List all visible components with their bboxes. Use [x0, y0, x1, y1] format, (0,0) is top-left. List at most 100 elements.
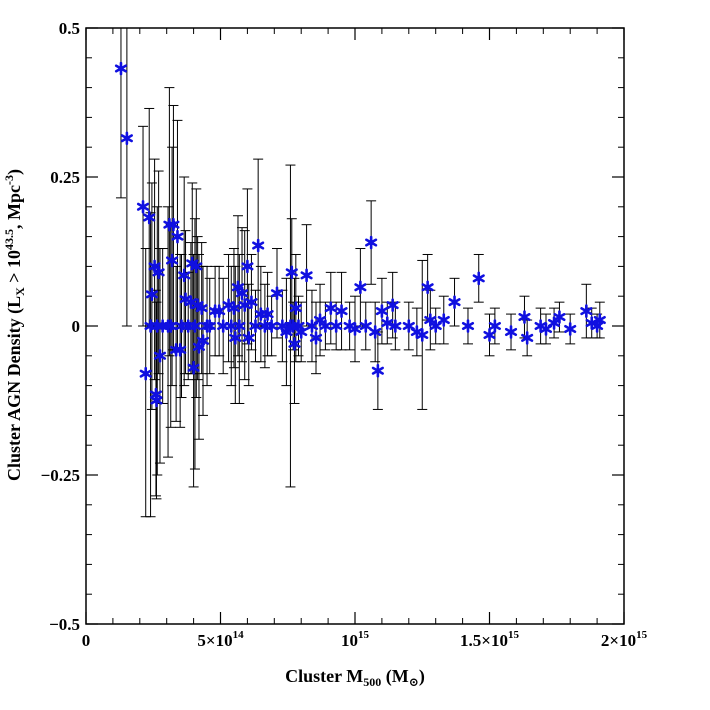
data-point-core: [392, 323, 398, 329]
data-point-core: [522, 314, 527, 320]
data-point-core: [508, 329, 514, 335]
data-point-core: [284, 329, 289, 335]
data-point-core: [169, 258, 175, 263]
plot-frame: [85, 27, 625, 625]
data-point-core: [583, 308, 589, 314]
x-tick-label: 1015: [341, 629, 370, 650]
data-point-core: [465, 323, 471, 329]
data-point-core: [357, 284, 363, 290]
data-point-core: [594, 323, 600, 329]
data-point-core: [427, 317, 433, 323]
data-point-core: [433, 323, 439, 329]
data-point-core: [216, 308, 222, 314]
data-point-core: [171, 222, 176, 228]
data-point-core: [156, 269, 162, 275]
data-point-core: [262, 323, 268, 329]
data-point-core: [298, 329, 304, 335]
data-point-core: [199, 305, 205, 311]
data-point-core: [175, 234, 180, 240]
data-point-core: [193, 264, 199, 269]
data-point-core: [177, 347, 183, 353]
data-point-core: [309, 323, 315, 329]
y-tick-label: −0.5: [49, 615, 80, 634]
data-point-core: [425, 284, 431, 290]
data-point-core: [258, 311, 264, 317]
data-point-core: [255, 243, 261, 248]
x-axis-title: Cluster M500 (M⊙): [285, 666, 425, 689]
data-point-core: [279, 323, 285, 329]
x-tick-label: 2×1015: [601, 629, 648, 650]
data-point-core: [379, 308, 385, 314]
data-point-core: [185, 323, 191, 329]
data-point-core: [191, 365, 197, 371]
data-point-core: [152, 264, 157, 269]
data-point-core: [239, 290, 245, 296]
data-point-core: [441, 317, 447, 323]
data-point-core: [551, 320, 557, 326]
data-point-core: [179, 323, 184, 329]
data-point-core: [292, 341, 297, 347]
data-point-core: [245, 264, 250, 269]
data-point-core: [236, 323, 242, 329]
data-point-core: [140, 204, 146, 210]
data-point-core: [363, 323, 369, 329]
data-point-core: [269, 323, 275, 329]
error-bar: [187, 182, 198, 375]
data-point-core: [289, 269, 295, 275]
y-tick-label: 0.25: [50, 168, 80, 187]
data-point-core: [293, 305, 299, 311]
data-point-core: [372, 329, 378, 335]
data-point-core: [597, 317, 603, 323]
data-point-core: [557, 314, 562, 320]
data-markers: [114, 61, 606, 408]
data-point-core: [487, 332, 492, 338]
data-point-core: [149, 292, 155, 297]
data-point-core: [220, 323, 226, 329]
data-point-core: [313, 335, 319, 341]
data-point-core: [390, 302, 396, 308]
data-point-core: [476, 275, 482, 281]
data-point-core: [333, 323, 339, 329]
data-point-core: [231, 305, 237, 311]
data-point-core: [154, 398, 159, 403]
x-tick-label: 1.5×1015: [460, 629, 519, 650]
data-point-core: [265, 311, 270, 317]
data-point-core: [339, 308, 344, 314]
data-point-core: [406, 323, 412, 329]
data-point-core: [543, 326, 549, 332]
data-point-core: [232, 335, 238, 341]
data-point-core: [296, 323, 301, 329]
data-point-core: [157, 353, 163, 359]
data-point-core: [328, 305, 334, 311]
data-point-core: [228, 323, 234, 329]
data-point-core: [524, 335, 530, 341]
data-point-core: [452, 299, 457, 305]
data-point-core: [124, 135, 130, 141]
data-point-core: [148, 323, 153, 329]
y-tick-label: 0: [72, 317, 81, 336]
y-tick-label: −0.25: [41, 466, 80, 485]
data-point-core: [207, 323, 213, 329]
x-tick-label: 5×1014: [197, 629, 244, 650]
data-point-core: [192, 323, 198, 329]
x-tick-labels: 0 5×1014 1015 1.5×1015 2×1015: [82, 629, 648, 650]
error-bar: [191, 188, 202, 399]
data-point-core: [118, 66, 124, 71]
data-point-core: [168, 323, 174, 329]
data-point-core: [253, 323, 258, 329]
y-tick-label: 0.5: [59, 19, 80, 38]
data-point-core: [249, 299, 254, 305]
x-tick-label: 0: [82, 631, 91, 650]
data-point-core: [375, 368, 381, 374]
data-point-core: [352, 326, 358, 332]
data-point-core: [317, 317, 323, 323]
y-tick-labels: −0.5 −0.25 0 0.25 0.5: [41, 19, 80, 634]
data-point-core: [200, 338, 206, 344]
data-point-core: [274, 290, 280, 296]
data-point-core: [368, 240, 374, 245]
data-point-core: [492, 323, 498, 329]
data-point-core: [323, 323, 328, 329]
data-point-core: [235, 284, 241, 290]
error-bar: [121, 28, 132, 327]
